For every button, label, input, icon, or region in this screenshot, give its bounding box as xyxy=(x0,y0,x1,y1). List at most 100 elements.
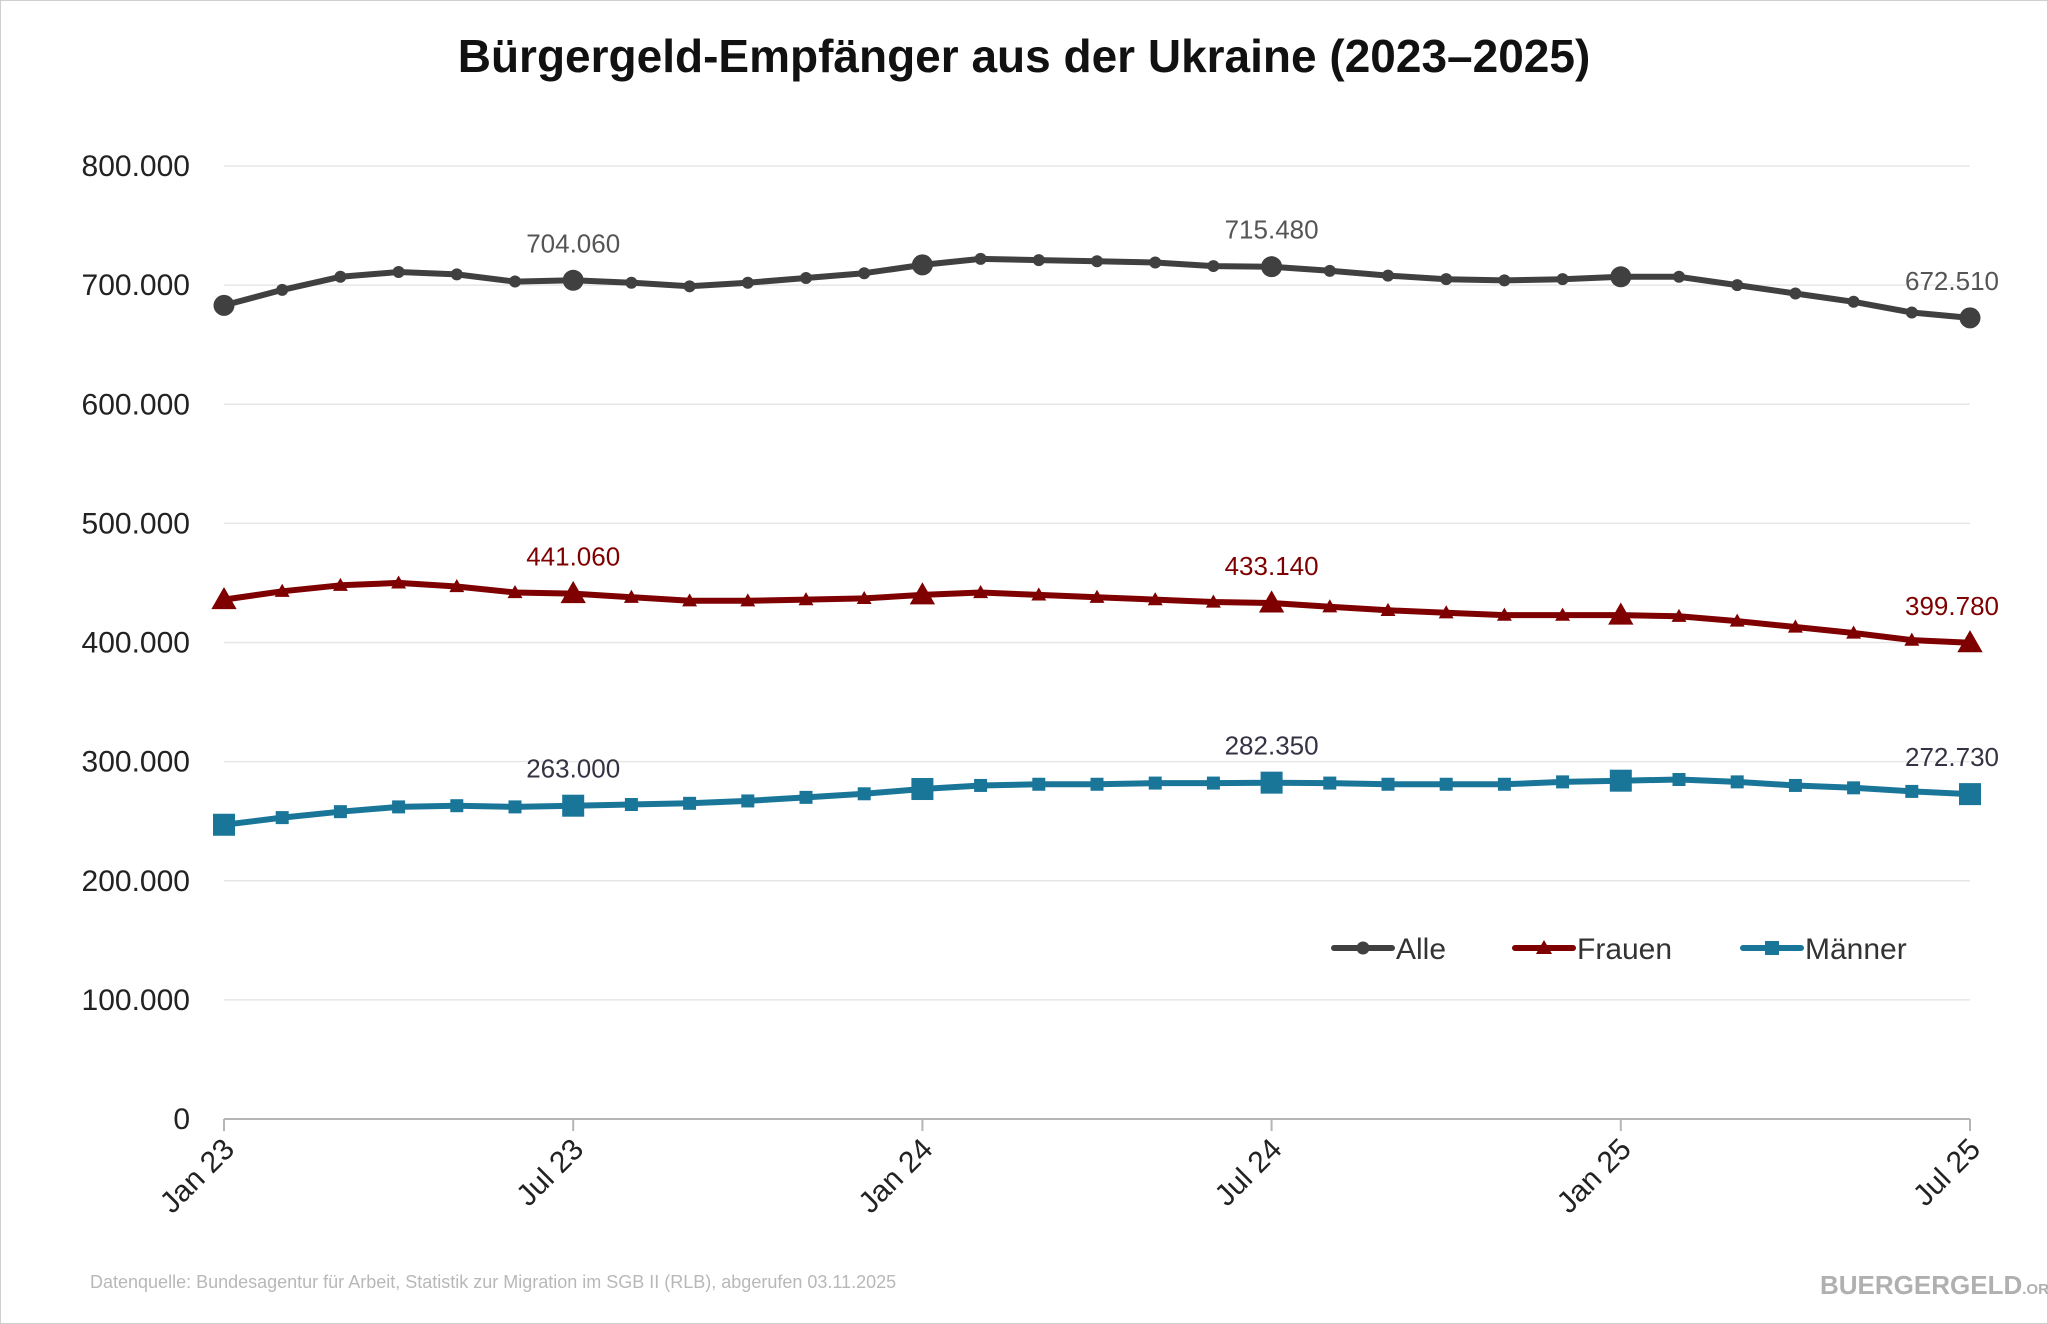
data-point xyxy=(1323,776,1337,790)
data-point xyxy=(1149,256,1162,269)
data-point xyxy=(508,800,522,814)
y-axis-ticks: 0 100.000 200.000 300.000 400.000 500.000 600.… xyxy=(82,150,190,1136)
data-point xyxy=(974,778,988,792)
data-point xyxy=(449,579,465,593)
data-labels: 704.060 715.480 672.510 441.060 433.140 399.7… xyxy=(526,215,1999,784)
series-line xyxy=(221,255,1973,321)
data-point xyxy=(1610,266,1632,288)
data-point xyxy=(1535,939,1553,955)
data-point xyxy=(1671,608,1687,622)
data-point xyxy=(1959,783,1981,806)
data-point xyxy=(857,787,871,801)
data-point xyxy=(1847,781,1861,795)
x-tick-label: Jul 25 xyxy=(1907,1133,1987,1213)
data-point xyxy=(741,794,755,808)
data-point xyxy=(1673,270,1685,283)
y-tick-label: 300.000 xyxy=(82,746,190,779)
data-point xyxy=(1846,625,1862,639)
data-point xyxy=(1609,769,1632,792)
data-point xyxy=(1905,784,1919,798)
brand-name: BUERGERGELD xyxy=(1820,1270,2022,1300)
data-label: 263.000 xyxy=(526,754,620,784)
data-point xyxy=(1905,306,1918,319)
data-point xyxy=(1380,602,1396,616)
data-point xyxy=(682,593,698,607)
data-label: 399.780 xyxy=(1905,591,1999,621)
data-point xyxy=(858,267,871,280)
data-point xyxy=(683,280,696,293)
data-point xyxy=(625,276,638,289)
data-point xyxy=(1672,772,1686,786)
data-point xyxy=(392,266,405,279)
data-point xyxy=(683,796,697,810)
data-point xyxy=(392,800,406,814)
data-point xyxy=(1031,587,1047,601)
data-label: 282.350 xyxy=(1225,731,1319,761)
data-point xyxy=(1787,619,1803,633)
brand-logo: BUERGERGELD.ORG xyxy=(1820,1270,2048,1300)
data-point xyxy=(1497,777,1511,791)
series-group xyxy=(211,252,1983,836)
data-point xyxy=(334,270,347,283)
data-point xyxy=(274,583,290,597)
data-point xyxy=(391,575,407,589)
data-point xyxy=(973,584,989,599)
brand-suffix: .ORG xyxy=(2022,1281,2048,1298)
data-point xyxy=(798,592,814,606)
data-point xyxy=(1556,775,1570,789)
data-point xyxy=(1322,599,1338,613)
data-point xyxy=(911,254,933,276)
series-frauen xyxy=(211,575,1983,653)
y-tick-label: 500.000 xyxy=(82,507,190,540)
source-note: Datenquelle: Bundesagentur für Arbeit, S… xyxy=(90,1272,896,1292)
data-point xyxy=(1789,287,1802,300)
data-point xyxy=(1090,777,1104,791)
data-point xyxy=(1498,274,1511,287)
x-tick-label: Jan 23 xyxy=(154,1133,241,1220)
x-tick-label: Jul 24 xyxy=(1209,1133,1289,1213)
data-point xyxy=(740,593,756,607)
data-point xyxy=(1356,941,1370,955)
y-tick-label: 200.000 xyxy=(82,865,190,898)
data-label: 441.060 xyxy=(526,542,620,572)
data-point xyxy=(623,589,639,603)
data-point xyxy=(1032,777,1046,791)
data-point xyxy=(1147,592,1163,606)
data-label: 715.480 xyxy=(1225,215,1319,245)
data-label: 433.140 xyxy=(1225,551,1319,581)
legend: Alle Frauen Männer xyxy=(1331,933,1907,966)
data-point xyxy=(800,271,812,284)
data-point xyxy=(1032,254,1045,267)
data-point xyxy=(1788,778,1802,792)
data-point xyxy=(1765,941,1779,955)
data-point xyxy=(799,790,813,804)
data-point xyxy=(974,252,987,265)
data-point xyxy=(450,268,463,281)
data-point xyxy=(1439,777,1453,791)
data-point xyxy=(1904,632,1920,646)
data-point xyxy=(275,811,289,825)
data-point xyxy=(624,798,638,812)
y-tick-label: 800.000 xyxy=(82,150,190,183)
data-point xyxy=(450,799,464,813)
data-point xyxy=(562,269,584,291)
data-point xyxy=(909,582,936,605)
data-point xyxy=(509,275,521,288)
chart-title: Bürgergeld-Empfänger aus der Ukraine (20… xyxy=(458,30,1591,82)
data-point xyxy=(1205,594,1221,608)
data-label: 272.730 xyxy=(1905,742,1999,772)
x-tick-label: Jan 25 xyxy=(1551,1133,1638,1220)
series-alle xyxy=(213,252,1981,329)
legend-label: Alle xyxy=(1396,933,1446,966)
data-point xyxy=(741,276,754,289)
data-label: 672.510 xyxy=(1905,266,1999,296)
y-tick-label: 0 xyxy=(173,1103,190,1136)
legend-label: Männer xyxy=(1805,933,1907,966)
data-point xyxy=(1206,776,1220,790)
legend-item-frauen: Frauen xyxy=(1512,933,1672,966)
data-point xyxy=(1555,607,1571,621)
data-point xyxy=(213,813,235,836)
data-point xyxy=(213,294,235,316)
